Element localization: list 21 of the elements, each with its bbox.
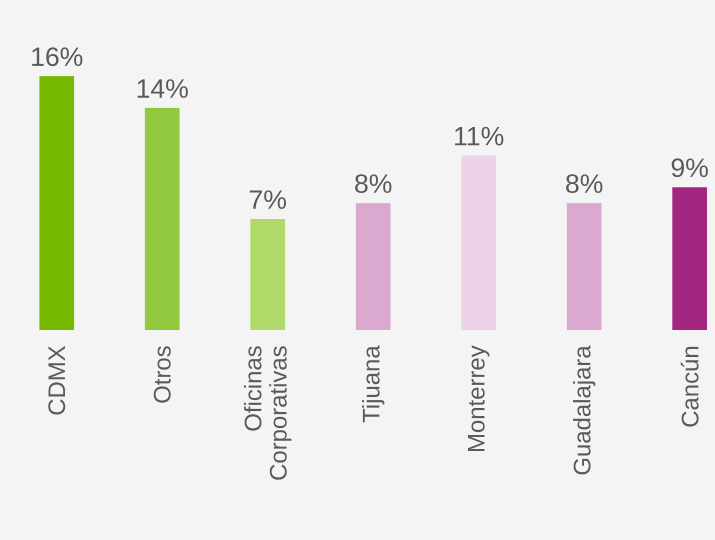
data-label: 14% bbox=[138, 79, 188, 98]
x-tick-label: Guadalajara bbox=[573, 345, 596, 474]
x-tick-label: Tijuana bbox=[362, 345, 384, 422]
data-label: 8% bbox=[355, 174, 392, 194]
bar bbox=[461, 155, 496, 330]
bar bbox=[39, 76, 74, 330]
data-label: 16% bbox=[32, 47, 82, 66]
data-label: 9% bbox=[672, 158, 708, 178]
x-tick-label: Cancún bbox=[680, 346, 699, 427]
bar bbox=[356, 203, 391, 330]
x-tick-label: Oficinas Corporativas bbox=[244, 346, 292, 480]
data-label: 11% bbox=[455, 126, 504, 146]
bar bbox=[672, 187, 707, 330]
x-tick-label: Otros bbox=[154, 346, 171, 403]
x-tick-label: CDMX bbox=[48, 346, 66, 415]
data-label: 8% bbox=[566, 174, 602, 194]
bar bbox=[566, 203, 602, 330]
bar bbox=[250, 218, 286, 330]
bar bbox=[144, 108, 180, 330]
x-tick-label: Monterrey bbox=[468, 345, 490, 452]
data-label: 7% bbox=[250, 190, 286, 209]
